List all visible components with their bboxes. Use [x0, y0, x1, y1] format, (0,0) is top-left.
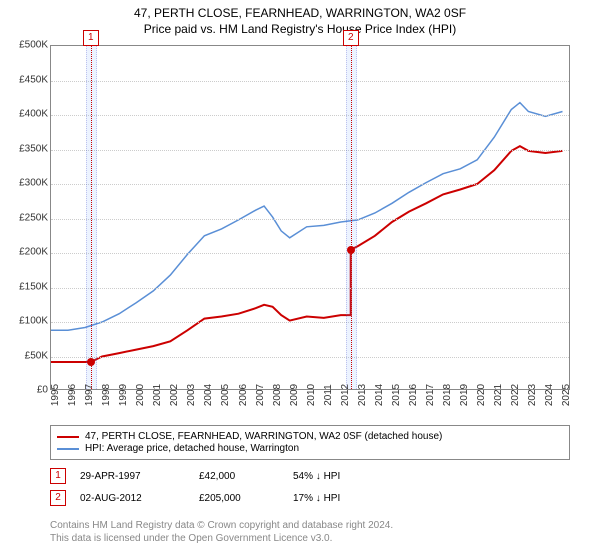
x-axis-label: 2000	[135, 384, 146, 406]
y-axis-label: £200K	[0, 247, 48, 258]
transaction-price: £42,000	[199, 471, 279, 482]
transactions-table: 1 29-APR-1997 £42,000 54% ↓ HPI 2 02-AUG…	[50, 468, 570, 512]
transaction-diff: 17% ↓ HPI	[293, 493, 393, 504]
x-axis-label: 2018	[442, 384, 453, 406]
x-axis-label: 1996	[67, 384, 78, 406]
x-axis-label: 2022	[510, 384, 521, 406]
y-axis-label: £400K	[0, 109, 48, 120]
table-row: 1 29-APR-1997 £42,000 54% ↓ HPI	[50, 468, 570, 484]
y-axis-label: £450K	[0, 74, 48, 85]
marker-label-2: 2	[343, 30, 359, 46]
x-axis-label: 2007	[255, 384, 266, 406]
x-axis-label: 1997	[84, 384, 95, 406]
transaction-date: 29-APR-1997	[80, 471, 185, 482]
transaction-price: £205,000	[199, 493, 279, 504]
x-axis-label: 1995	[50, 384, 61, 406]
x-axis-label: 2001	[152, 384, 163, 406]
x-axis-label: 2008	[272, 384, 283, 406]
marker-label-1: 1	[83, 30, 99, 46]
y-axis-label: £150K	[0, 281, 48, 292]
x-axis-label: 2006	[238, 384, 249, 406]
x-axis-label: 2015	[391, 384, 402, 406]
x-axis-label: 2013	[357, 384, 368, 406]
table-row: 2 02-AUG-2012 £205,000 17% ↓ HPI	[50, 490, 570, 506]
chart-container: 47, PERTH CLOSE, FEARNHEAD, WARRINGTON, …	[0, 0, 600, 560]
legend-item: HPI: Average price, detached house, Warr…	[57, 443, 563, 454]
transaction-date: 02-AUG-2012	[80, 493, 185, 504]
series-price_paid	[51, 146, 563, 362]
x-axis-label: 2020	[476, 384, 487, 406]
sale-dot-2	[347, 246, 355, 254]
x-axis-label: 2002	[169, 384, 180, 406]
x-axis-label: 2024	[544, 384, 555, 406]
legend-swatch	[57, 448, 79, 450]
sale-dot-1	[87, 358, 95, 366]
series-hpi	[51, 103, 563, 331]
y-axis-label: £300K	[0, 178, 48, 189]
x-axis-label: 2011	[323, 384, 334, 406]
x-axis-label: 2017	[425, 384, 436, 406]
x-axis-label: 1999	[118, 384, 129, 406]
x-axis-label: 2019	[459, 384, 470, 406]
legend-swatch	[57, 436, 79, 438]
transaction-marker-1: 1	[50, 468, 66, 484]
footer-line-1: Contains HM Land Registry data © Crown c…	[50, 520, 570, 533]
x-axis-label: 2012	[340, 384, 351, 406]
x-axis-label: 2021	[493, 384, 504, 406]
x-axis-label: 2003	[186, 384, 197, 406]
x-axis-label: 2016	[408, 384, 419, 406]
x-axis-label: 2010	[306, 384, 317, 406]
legend-label: 47, PERTH CLOSE, FEARNHEAD, WARRINGTON, …	[85, 431, 442, 442]
transaction-diff: 54% ↓ HPI	[293, 471, 393, 482]
y-axis-label: £350K	[0, 143, 48, 154]
x-axis-label: 2025	[561, 384, 572, 406]
marker-vline	[91, 46, 92, 389]
legend-item: 47, PERTH CLOSE, FEARNHEAD, WARRINGTON, …	[57, 431, 563, 442]
legend-label: HPI: Average price, detached house, Warr…	[85, 443, 299, 454]
x-axis-label: 2014	[374, 384, 385, 406]
x-axis-label: 2009	[289, 384, 300, 406]
x-axis-label: 2023	[527, 384, 538, 406]
y-axis-label: £0	[0, 385, 48, 396]
y-axis-label: £100K	[0, 316, 48, 327]
footer-line-2: This data is licensed under the Open Gov…	[50, 533, 570, 546]
x-axis-label: 2005	[220, 384, 231, 406]
footer-attribution: Contains HM Land Registry data © Crown c…	[50, 520, 570, 545]
chart-svg	[51, 46, 569, 389]
y-axis-label: £250K	[0, 212, 48, 223]
transaction-marker-2: 2	[50, 490, 66, 506]
plot-area: 12	[50, 45, 570, 390]
y-axis-label: £50K	[0, 350, 48, 361]
x-axis-label: 2004	[203, 384, 214, 406]
legend: 47, PERTH CLOSE, FEARNHEAD, WARRINGTON, …	[50, 425, 570, 460]
marker-vline	[351, 46, 352, 389]
x-axis-label: 1998	[101, 384, 112, 406]
y-axis-label: £500K	[0, 40, 48, 51]
title-line-1: 47, PERTH CLOSE, FEARNHEAD, WARRINGTON, …	[0, 6, 600, 22]
